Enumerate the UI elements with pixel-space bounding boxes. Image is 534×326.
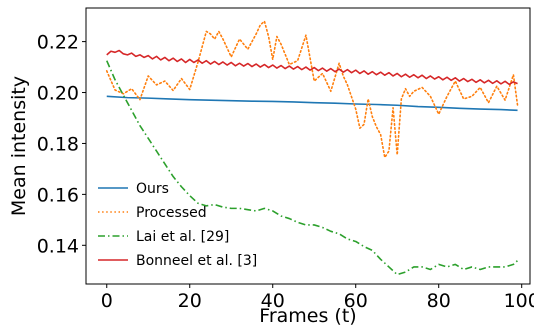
x-tick-label: 100	[504, 290, 534, 312]
y-axis-label: Mean intensity	[8, 76, 30, 216]
legend-label-1: Processed	[136, 205, 207, 221]
y-tick-label: 0.20	[37, 83, 79, 105]
x-tick-label: 40	[261, 290, 285, 312]
x-tick-label: 0	[101, 290, 113, 312]
x-tick-label: 20	[178, 290, 202, 312]
series-line-2	[106, 60, 519, 276]
plot-frame	[85, 7, 531, 285]
legend-label-2: Lai et al. [29]	[136, 229, 229, 245]
series-layer	[105, 20, 519, 276]
y-tick-label: 0.18	[37, 133, 79, 155]
y-axis: 0.14 0.16 0.18 0.20 0.22	[37, 32, 86, 257]
y-tick-label: 0.22	[37, 32, 79, 54]
x-tick-label: 80	[427, 290, 451, 312]
series-line-1	[105, 20, 519, 159]
x-tick-label: 60	[344, 290, 368, 312]
y-tick-label: 0.14	[37, 235, 79, 257]
series-line-0	[106, 95, 518, 112]
legend-label-0: Ours	[136, 181, 169, 197]
x-axis: 0 20 40 60 80 100	[101, 284, 534, 312]
y-tick-label: 0.16	[37, 184, 79, 206]
legend-label-3: Bonneel et al. [3]	[136, 253, 257, 269]
series-line-3	[106, 49, 518, 86]
x-axis-label: Frames (t)	[259, 305, 356, 326]
legend: Ours Processed Lai et al. [29] Bonneel et a…	[98, 181, 257, 269]
